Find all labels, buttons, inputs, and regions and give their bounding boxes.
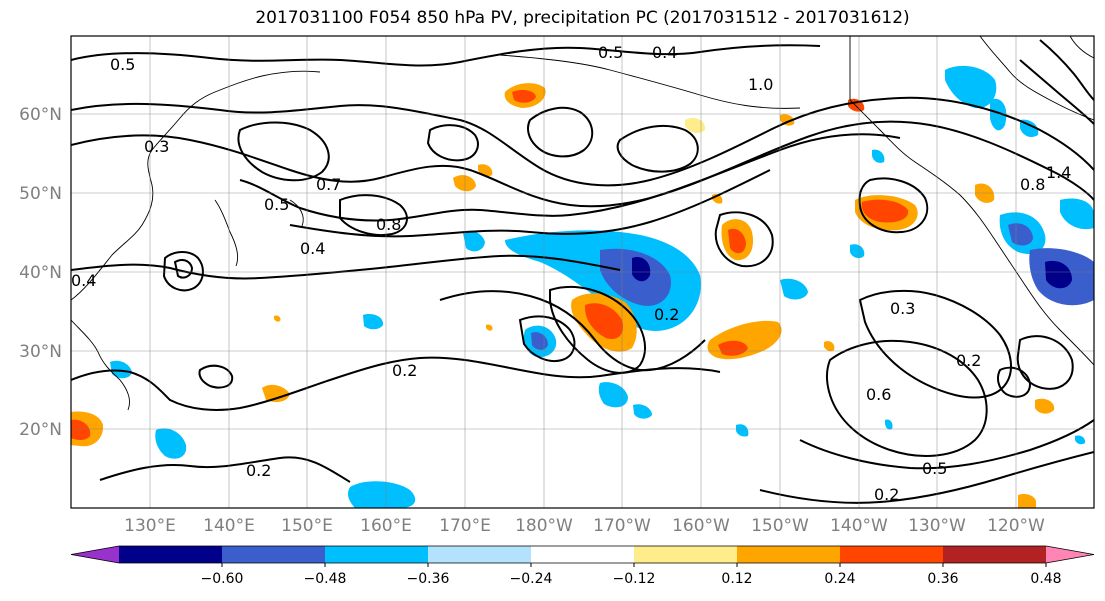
contour-label: 0.4 (71, 271, 96, 290)
colorbar-segment (222, 546, 326, 563)
colorbar-label: −0.48 (304, 571, 347, 587)
contour-label-group: 0.5 0.4 0.5 1.0 0.3 0.7 0.8 0.4 0.5 0.2 … (71, 43, 1071, 504)
lon-label: 150°E (281, 516, 333, 536)
contour-label: 0.5 (110, 55, 135, 74)
colorbar-label: 0.36 (927, 571, 958, 587)
colorbar-extend-low (71, 546, 119, 563)
lat-axis: 60°N 50°N 40°N 30°N 20°N (19, 105, 62, 440)
contour-label: 0.2 (874, 485, 899, 504)
lon-label: 150°W (751, 516, 809, 536)
lon-label: 180°W (515, 516, 573, 536)
lon-label: 160°W (672, 516, 730, 536)
colorbar-extend-high (1046, 546, 1094, 563)
contour-label: 0.2 (956, 351, 981, 370)
graticule (71, 36, 1094, 508)
colorbar-label: 0.48 (1030, 571, 1061, 587)
colorbar-label: −0.24 (510, 571, 553, 587)
contour-label: 0.3 (890, 299, 915, 318)
lat-label: 30°N (19, 342, 62, 362)
lat-label: 60°N (19, 105, 62, 125)
contour-label: 0.5 (264, 195, 289, 214)
colorbar-segment (531, 546, 635, 563)
contour-label: 0.2 (654, 305, 679, 324)
colorbar-segment (325, 546, 429, 563)
contour-label: 0.4 (300, 239, 325, 258)
contour-label: 0.4 (652, 43, 677, 62)
lon-label: 140°W (830, 516, 888, 536)
precip-shading (71, 65, 1094, 508)
pv-contours (71, 39, 1094, 504)
lon-label: 160°E (360, 516, 412, 536)
contour-label: 0.2 (392, 361, 417, 380)
contour-label: 0.8 (376, 215, 401, 234)
lat-label: 50°N (19, 184, 62, 204)
contour-label: 0.8 (1020, 175, 1045, 194)
contour-label: 0.5 (598, 43, 623, 62)
colorbar-label: 0.12 (721, 571, 752, 587)
colorbar-label: 0.24 (824, 571, 855, 587)
colorbar-label: −0.36 (407, 571, 450, 587)
colorbar-outline (70, 545, 1095, 564)
colorbar-label: −0.60 (201, 571, 244, 587)
contour-label: 0.2 (246, 461, 271, 480)
colorbar-label: −0.12 (613, 571, 656, 587)
lat-label: 40°N (19, 263, 62, 283)
colorbar-segment (840, 546, 944, 563)
lat-label: 20°N (19, 420, 62, 440)
lon-label: 130°E (124, 516, 176, 536)
map-title: 2017031100 F054 850 hPa PV, precipitatio… (255, 8, 910, 28)
colorbar: −0.60 −0.48 −0.36 −0.24 −0.12 0.12 0.24 0.36 0.4… (70, 545, 1095, 587)
colorbar-segment (119, 546, 223, 563)
lon-axis: 130°E 140°E 150°E 160°E 170°E 180°W 170°… (124, 516, 1045, 536)
colorbar-segment (737, 546, 841, 563)
lon-label: 120°W (987, 516, 1045, 536)
colorbar-segment (634, 546, 738, 563)
coastlines (71, 36, 1094, 411)
lon-label: 170°E (439, 516, 491, 536)
contour-label: 0.6 (866, 385, 891, 404)
colorbar-segment (943, 546, 1047, 563)
contour-label: 0.7 (316, 175, 341, 194)
contour-label: 1.0 (748, 75, 773, 94)
lon-label: 170°W (593, 516, 651, 536)
lon-label: 130°W (908, 516, 966, 536)
contour-label: 0.3 (144, 137, 169, 156)
contour-label: 1.4 (1046, 163, 1071, 182)
map-border (70, 35, 1095, 509)
contour-label: 0.5 (922, 459, 947, 478)
lon-label: 140°E (203, 516, 255, 536)
colorbar-segment (428, 546, 532, 563)
